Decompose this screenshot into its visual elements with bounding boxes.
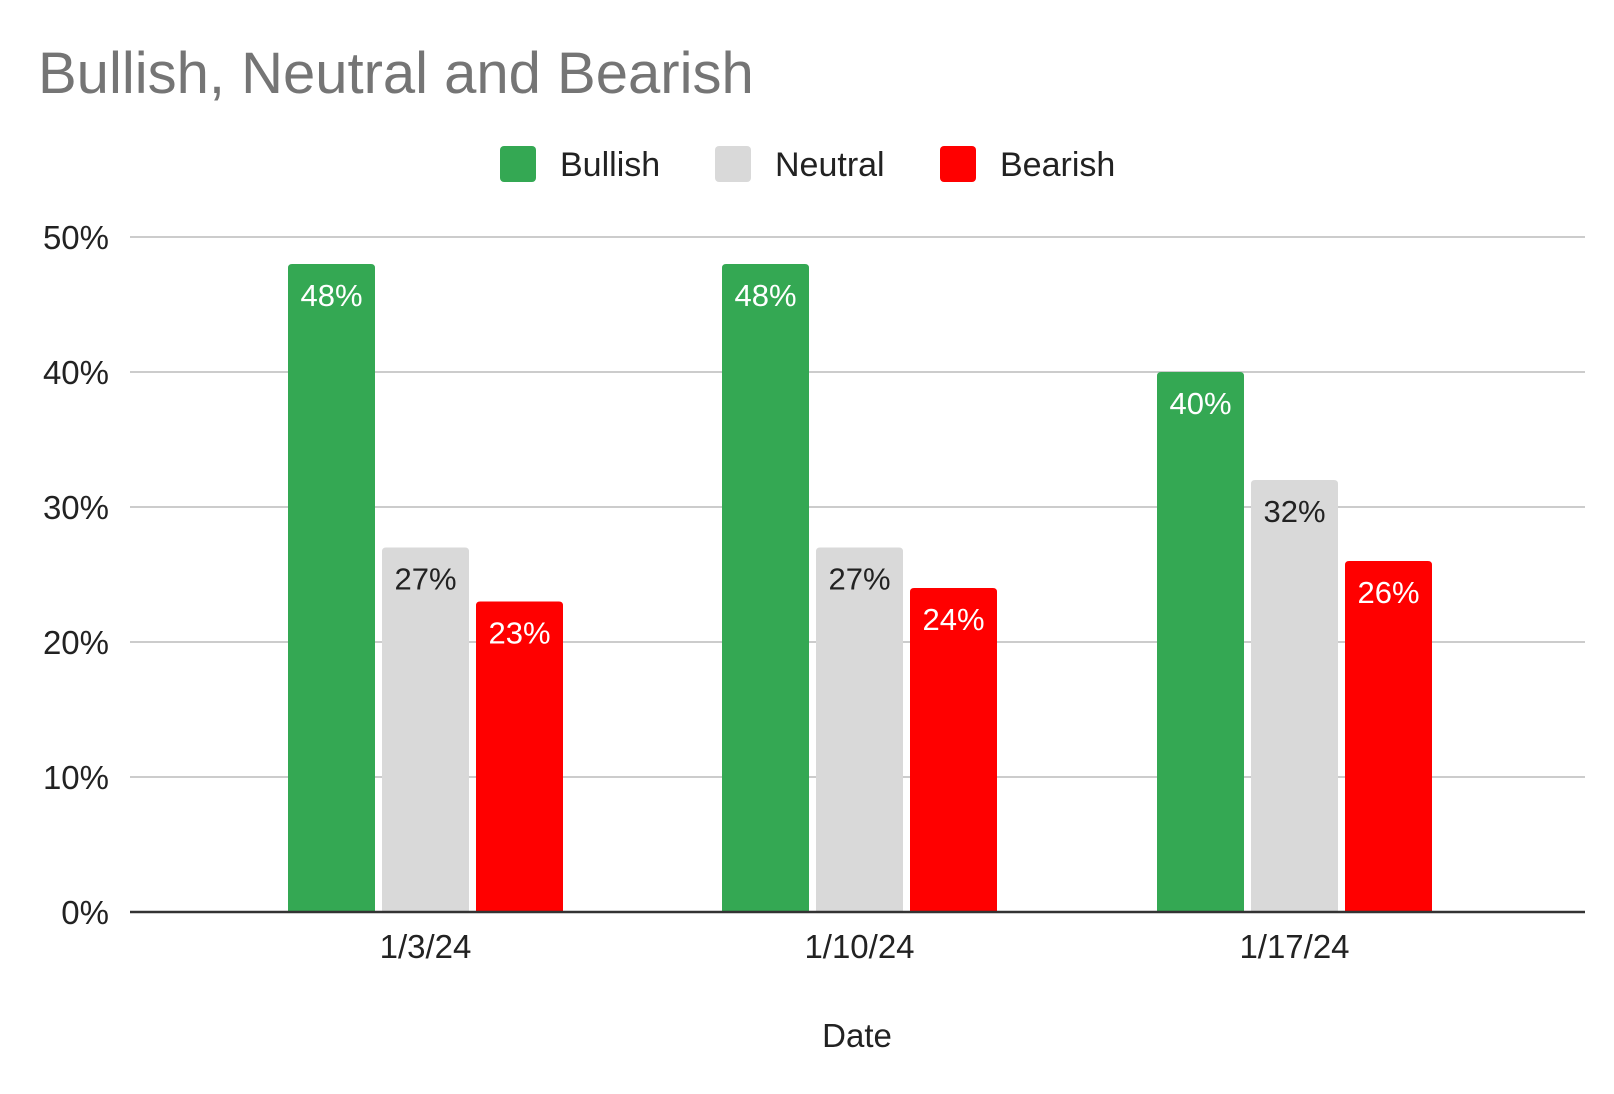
y-tick-label: 50% bbox=[43, 219, 109, 256]
bar-bearish bbox=[476, 601, 563, 912]
data-label: 27% bbox=[828, 562, 890, 597]
data-label: 27% bbox=[394, 562, 456, 597]
data-label: 48% bbox=[300, 278, 362, 313]
x-axis-title: Date bbox=[822, 1017, 892, 1054]
data-label: 26% bbox=[1357, 575, 1419, 610]
data-label: 40% bbox=[1169, 386, 1231, 421]
y-tick-label: 0% bbox=[61, 894, 109, 931]
bar-neutral bbox=[1251, 480, 1338, 912]
data-label: 32% bbox=[1263, 494, 1325, 529]
x-tick-label: 1/10/24 bbox=[804, 928, 914, 965]
data-label: 48% bbox=[734, 278, 796, 313]
bar-bullish bbox=[288, 264, 375, 912]
data-label: 23% bbox=[488, 616, 550, 651]
bar-bullish bbox=[1157, 372, 1244, 912]
y-tick-label: 40% bbox=[43, 354, 109, 391]
y-tick-label: 20% bbox=[43, 624, 109, 661]
data-label: 24% bbox=[922, 602, 984, 637]
legend-swatch-neutral bbox=[715, 146, 751, 182]
legend-label-bullish: Bullish bbox=[560, 146, 660, 184]
bar-neutral bbox=[816, 547, 903, 912]
legend-swatch-bullish bbox=[500, 146, 536, 182]
legend-label-neutral: Neutral bbox=[775, 146, 885, 184]
legend-swatch-bearish bbox=[940, 146, 976, 182]
y-tick-label: 30% bbox=[43, 489, 109, 526]
x-tick-label: 1/3/24 bbox=[380, 928, 472, 965]
legend-label-bearish: Bearish bbox=[1000, 146, 1115, 184]
bar-neutral bbox=[382, 547, 469, 912]
chart-title: Bullish, Neutral and Bearish bbox=[38, 41, 754, 106]
bar-bullish bbox=[722, 264, 809, 912]
bar-bearish bbox=[910, 588, 997, 912]
x-tick-label: 1/17/24 bbox=[1239, 928, 1349, 965]
bar-bearish bbox=[1345, 561, 1432, 912]
y-tick-label: 10% bbox=[43, 759, 109, 796]
